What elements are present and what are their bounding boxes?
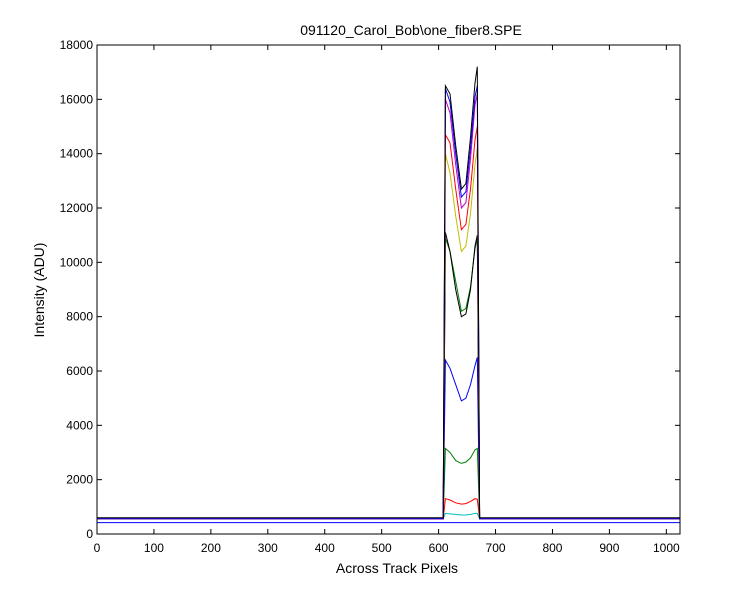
y-axis-label: Intensity (ADU) <box>31 243 47 338</box>
y-ticks: 0 2000 4000 6000 8000 10000 12000 14000 16000 180… <box>60 38 680 541</box>
y-tick-label: 18000 <box>60 38 94 52</box>
series-line-2 <box>97 512 680 520</box>
chart-title: 091120_Carol_Bob\one_fiber8.SPE <box>300 22 522 38</box>
x-tick-label: 0 <box>94 541 101 555</box>
x-axis-label: Across Track Pixels <box>336 560 458 576</box>
x-tick-label: 900 <box>599 541 619 555</box>
series-line-4 <box>97 447 680 520</box>
y-tick-label: 4000 <box>66 418 93 432</box>
plot-background <box>97 45 680 534</box>
y-tick-label: 16000 <box>60 92 94 106</box>
x-tick-label: 300 <box>258 541 278 555</box>
y-tick-label: 6000 <box>66 364 93 378</box>
x-tick-label: 500 <box>372 541 392 555</box>
x-tick-label: 1000 <box>653 541 680 555</box>
y-tick-label: 2000 <box>66 473 93 487</box>
series-line-3 <box>97 498 680 520</box>
series-line-5 <box>97 357 680 520</box>
series-line-12 <box>97 66 680 519</box>
x-tick-label: 200 <box>201 541 221 555</box>
y-tick-label: 14000 <box>60 147 94 161</box>
axes-box <box>96 44 681 535</box>
x-tick-label: 400 <box>315 541 335 555</box>
x-tick-label: 100 <box>144 541 164 555</box>
y-tick-label: 8000 <box>66 310 93 324</box>
y-tick-label: 12000 <box>60 201 94 215</box>
series-layer <box>97 66 680 524</box>
y-tick-label: 10000 <box>60 255 94 269</box>
x-tick-label: 700 <box>486 541 506 555</box>
y-tick-label: 0 <box>86 527 93 541</box>
x-ticks: 0 100 200 300 400 500 600 700 800 900 1000 <box>94 45 680 555</box>
x-tick-label: 600 <box>429 541 449 555</box>
x-tick-label: 800 <box>542 541 562 555</box>
